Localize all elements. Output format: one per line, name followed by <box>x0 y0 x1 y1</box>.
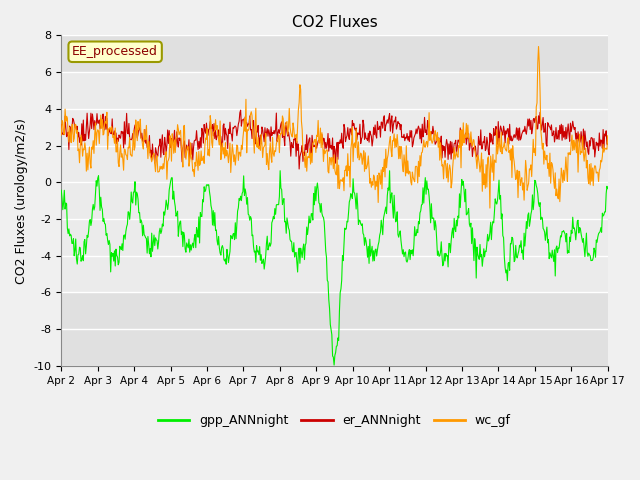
Bar <box>61 292 608 366</box>
Legend: gpp_ANNnight, er_ANNnight, wc_gf: gpp_ANNnight, er_ANNnight, wc_gf <box>153 409 516 432</box>
Title: CO2 Fluxes: CO2 Fluxes <box>292 15 378 30</box>
Bar <box>61 72 608 292</box>
Bar <box>61 36 608 72</box>
Y-axis label: CO2 Fluxes (urology/m2/s): CO2 Fluxes (urology/m2/s) <box>15 118 28 284</box>
Text: EE_processed: EE_processed <box>72 45 158 58</box>
